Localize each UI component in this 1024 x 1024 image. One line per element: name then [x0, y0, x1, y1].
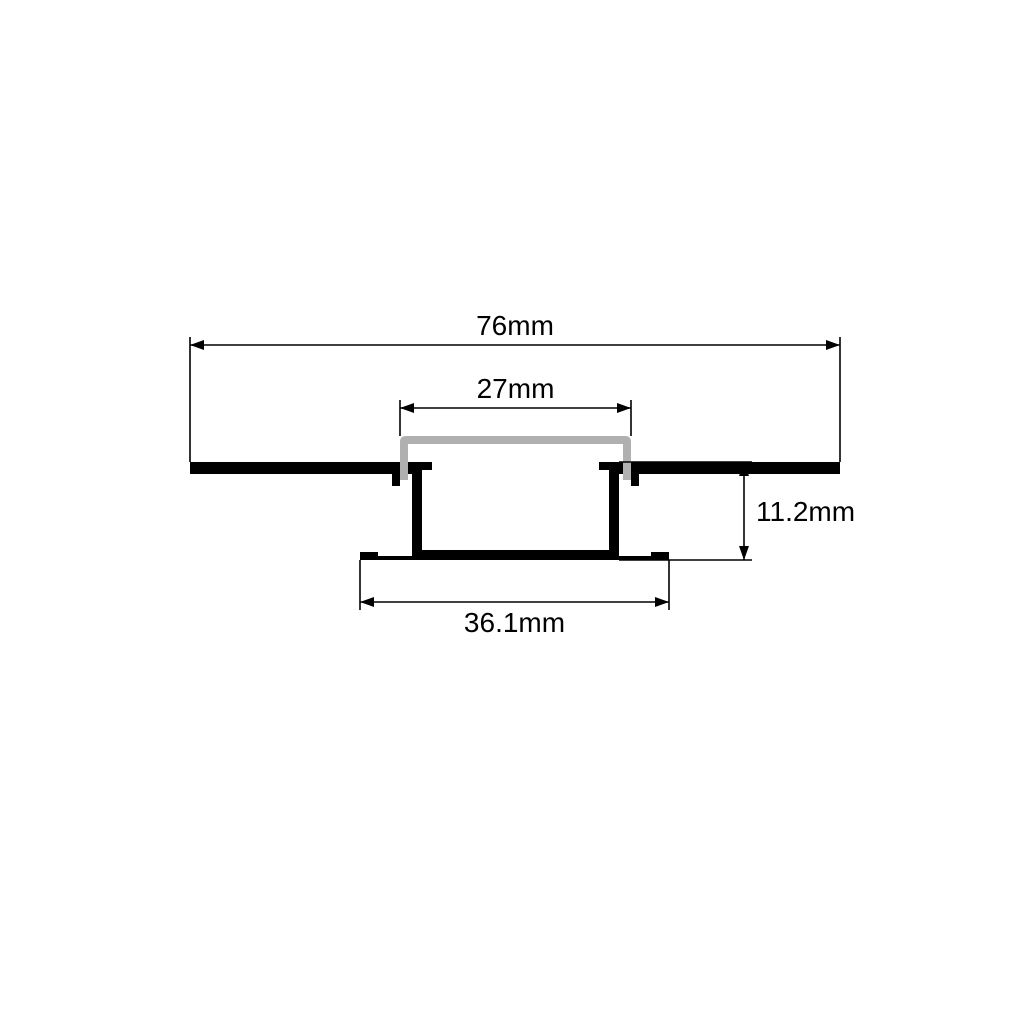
base-plate — [360, 550, 669, 560]
dim-arrow — [360, 597, 374, 607]
flange-right — [619, 462, 840, 486]
dim-arrow — [617, 403, 631, 413]
flange-left — [190, 462, 412, 486]
dim-arrow — [655, 597, 669, 607]
dim-body-height-label: 11.2mm — [756, 496, 855, 527]
dim-diffuser-width-label: 27mm — [477, 373, 555, 404]
foot-left — [360, 552, 378, 560]
dim-arrow — [826, 340, 840, 350]
diffuser — [400, 436, 631, 480]
foot-right — [651, 552, 669, 560]
dim-arrow — [739, 546, 749, 560]
lip-right — [599, 462, 609, 470]
dim-arrow — [400, 403, 414, 413]
profile-dimension-drawing: 76mm 27mm 36.1mm 11.2mm — [0, 0, 1024, 1024]
dim-overall-width-label: 76mm — [476, 310, 554, 341]
dim-base-width-label: 36.1mm — [464, 607, 565, 638]
body-wall-left — [412, 462, 422, 560]
dim-arrow — [190, 340, 204, 350]
lip-left — [422, 462, 432, 470]
body-wall-right — [609, 462, 619, 560]
